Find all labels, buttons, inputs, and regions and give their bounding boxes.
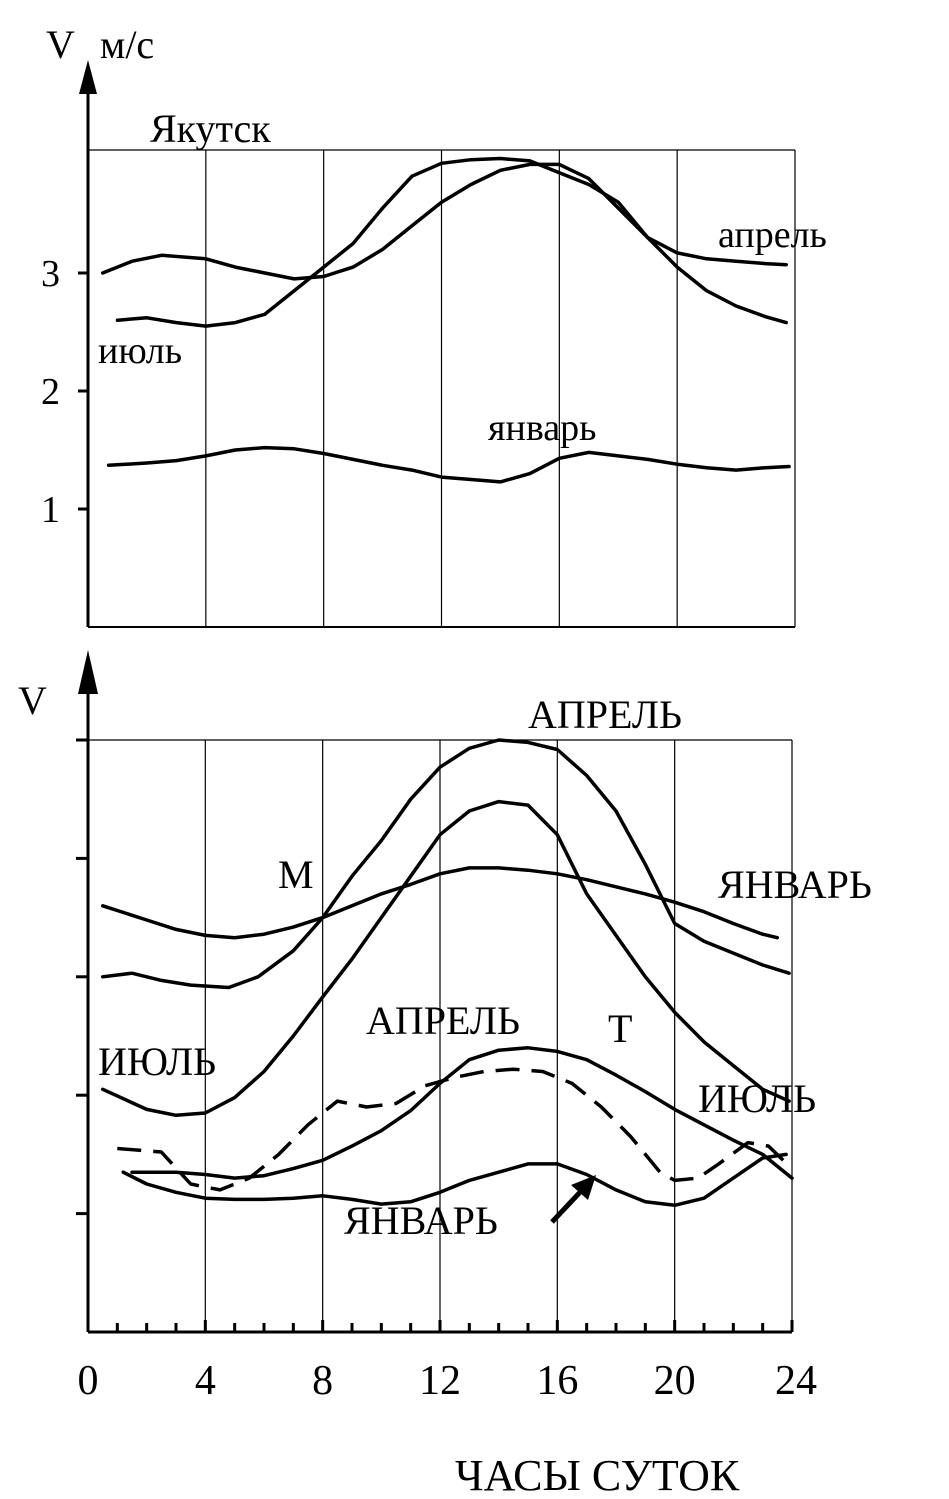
x-axis-tick-label: 16 (536, 1358, 578, 1404)
top-series-july-line (115, 156, 788, 328)
top-grid (79, 60, 796, 628)
annotation-t: Т (608, 1006, 632, 1051)
top-series-april-line (100, 162, 788, 325)
bottom-y-axis-label: V (18, 678, 47, 723)
x-axis-tick-label: 0 (78, 1358, 99, 1404)
x-axis-tick-label: 4 (195, 1358, 216, 1404)
t-january-line (121, 1152, 788, 1208)
m-april-line (100, 738, 791, 990)
top-y-tick-label: 1 (41, 489, 60, 531)
top-y-axis-unit: м/с (100, 22, 154, 67)
x-axis-ticks: 0 4 8 12 16 20 24 (78, 1320, 817, 1404)
bottom-chart: 0 4 8 12 16 20 24 V М Т АПРЕЛЬ ЯНВАРЬ ИЮЛЬ АПР… (18, 650, 872, 1499)
t-april-line (130, 1046, 794, 1180)
top-y-ticks: 1 2 3 (41, 253, 88, 531)
top-series-january-line (106, 445, 791, 484)
x-axis-tick-label: 12 (419, 1358, 461, 1404)
x-axis-tick-label: 8 (312, 1358, 333, 1404)
bottom-y-ticks (76, 738, 88, 1216)
top-series-group (100, 156, 791, 484)
x-axis-title: ЧАСЫ СУТОК (455, 1451, 740, 1499)
top-y-tick-label: 2 (41, 371, 60, 413)
bottom-label-july-t: ИЮЛЬ (698, 1076, 816, 1121)
bottom-grid (78, 650, 793, 1334)
m-july-line (100, 799, 791, 1118)
top-y-tick-label: 3 (41, 253, 60, 295)
top-series-label-july: июль (98, 330, 182, 372)
bottom-y-axis-arrow (78, 650, 98, 694)
x-axis-tick-label: 24 (775, 1358, 817, 1404)
bottom-label-january-m: ЯНВАРЬ (718, 862, 872, 907)
t-july-line (117, 1067, 785, 1192)
top-y-axis-arrow (79, 60, 97, 94)
january-t-pointer-arrow (550, 1175, 596, 1224)
bottom-label-april-t: АПРЕЛЬ (366, 998, 520, 1043)
x-axis-tick-label: 20 (654, 1358, 696, 1404)
top-y-axis-label: V (46, 22, 75, 67)
annotation-m: М (278, 852, 314, 897)
top-chart-title: Якутск (150, 106, 271, 151)
bottom-label-january-t: ЯНВАРЬ (344, 1198, 498, 1243)
bottom-series-group (100, 738, 794, 1208)
bottom-label-july-m: ИЮЛЬ (98, 1039, 216, 1084)
top-chart: 1 2 3 V м/с Якутск апрель июль январь (41, 22, 827, 628)
top-series-label-april: апрель (718, 214, 827, 256)
m-january-line (100, 866, 780, 940)
bottom-label-april-m: АПРЕЛЬ (528, 692, 682, 737)
top-series-label-january: январь (488, 407, 596, 449)
